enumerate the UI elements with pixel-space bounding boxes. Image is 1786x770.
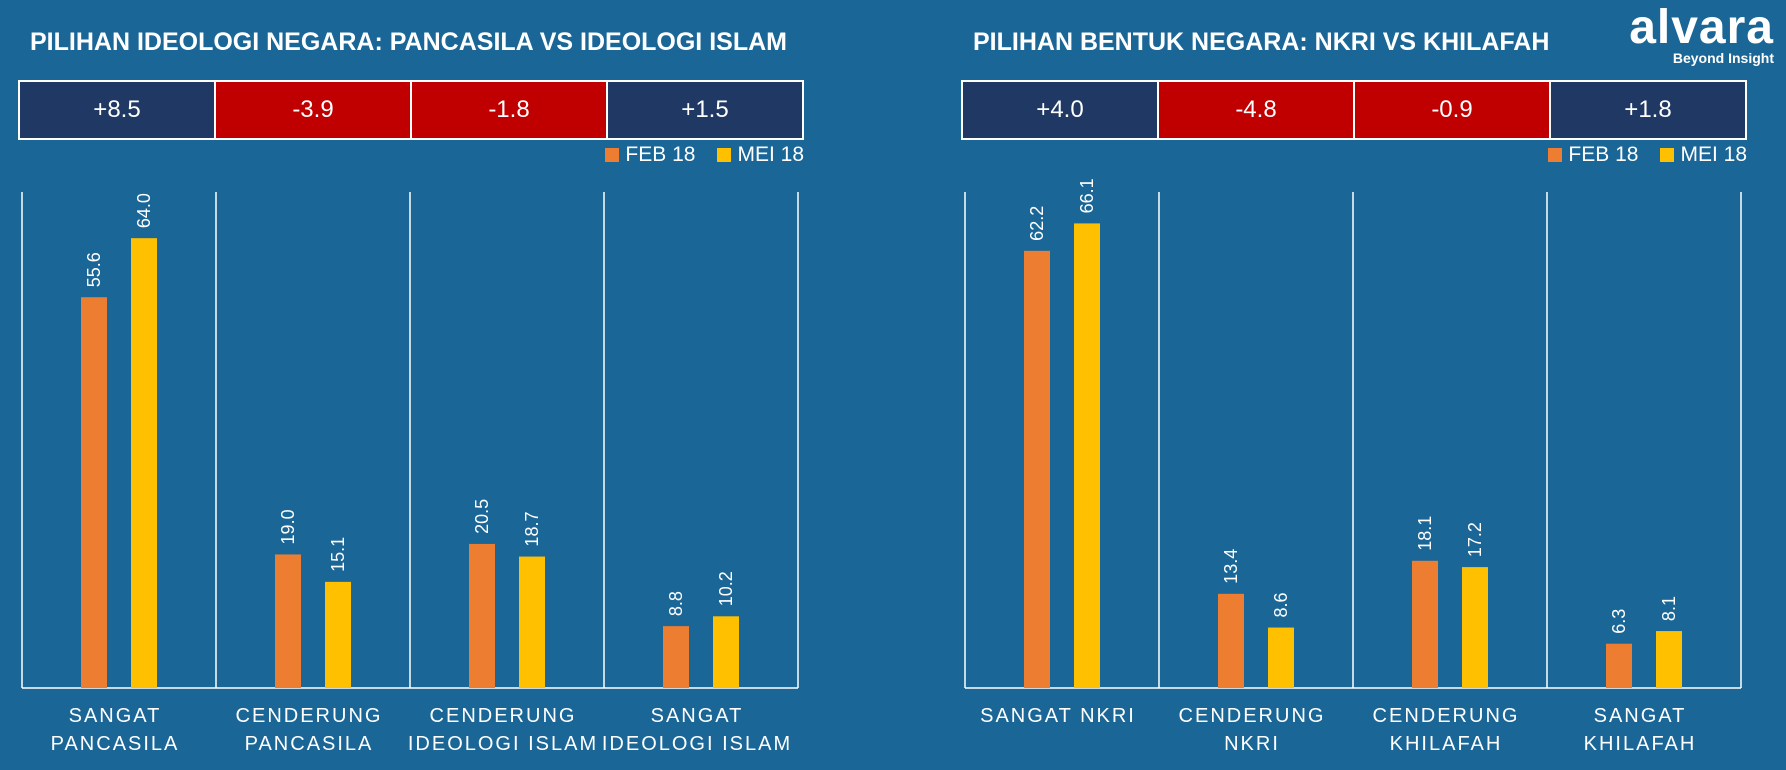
bar-feb [1412, 560, 1438, 688]
category-label-line: IDEOLOGI ISLAM [407, 733, 599, 755]
bar-mei [713, 616, 739, 688]
data-label: 15.1 [328, 537, 348, 572]
data-label: 20.5 [472, 499, 492, 534]
category-label-line: SANGAT NKRI [980, 705, 1136, 727]
difference-cell: -0.9 [1355, 82, 1551, 138]
category-label: SANGAT IDEOLOGI ISLAM [600, 702, 794, 758]
category-label: CENDERUNG KHILAFAH [1349, 702, 1543, 758]
chart-title: PILIHAN BENTUK NEGARA: NKRI VS KHILAFAH [973, 28, 1550, 56]
data-label: 6.3 [1609, 609, 1629, 634]
category-label-line: CENDERUNG [1178, 705, 1326, 727]
legend-swatch-mei [717, 148, 732, 162]
data-label: 8.8 [666, 591, 686, 616]
legend-label-mei: MEI 18 [737, 143, 804, 166]
bar-chart: 55.6 64.0 19.0 15.1 20.5 18.7 8.8 10.2 [21, 192, 799, 689]
data-label: 62.2 [1027, 206, 1047, 241]
data-label: 17.2 [1465, 522, 1485, 557]
legend-swatch-feb [1548, 148, 1563, 162]
bar-feb [1218, 593, 1244, 688]
category-label-line: KHILAFAH [1583, 733, 1697, 755]
chart-panel-ideologi: PILIHAN IDEOLOGI NEGARA: PANCASILA VS ID… [18, 0, 818, 770]
difference-row: +4.0 -4.8 -0.9 +1.8 [961, 80, 1747, 140]
difference-cell: +4.0 [963, 82, 1159, 138]
category-label-line: SANGAT [68, 705, 162, 727]
bar-mei [131, 238, 157, 688]
bar-chart: 62.2 66.1 13.4 8.6 18.1 17.2 6.3 8.1 [964, 178, 1742, 689]
bar-mei [1268, 627, 1294, 688]
category-label-line: CENDERUNG [429, 705, 577, 727]
legend-swatch-mei [1660, 148, 1675, 162]
legend-label-feb: FEB 18 [625, 143, 696, 166]
legend-item-feb: FEB 18 [1548, 143, 1638, 167]
bar-mei [519, 556, 545, 688]
data-label: 66.1 [1077, 178, 1097, 213]
data-label: 19.0 [278, 509, 298, 544]
category-label-line: PANCASILA [244, 733, 374, 755]
difference-cell: +8.5 [20, 82, 216, 138]
bar-mei [325, 581, 351, 688]
difference-cell: -1.8 [412, 82, 608, 138]
bar-mei [1656, 631, 1682, 688]
chart-legend: FEB 18 MEI 18 [1548, 143, 1747, 167]
data-label: 55.6 [84, 252, 104, 287]
logo-wordmark: alvara [1629, 1, 1774, 54]
chart-legend: FEB 18 MEI 18 [605, 143, 804, 167]
category-label: CENDERUNG NKRI [1155, 702, 1349, 758]
category-label-line: SANGAT [1593, 705, 1687, 727]
difference-row: +8.5 -3.9 -1.8 +1.5 [18, 80, 804, 140]
category-label: SANGAT PANCASILA [18, 702, 212, 758]
data-label: 18.7 [522, 512, 542, 547]
bar-mei [1462, 567, 1488, 688]
bar-feb [1024, 250, 1050, 688]
data-label: 8.6 [1271, 593, 1291, 618]
bar-feb [275, 554, 301, 688]
data-label: 8.1 [1659, 596, 1679, 621]
category-label-line: CENDERUNG [1372, 705, 1520, 727]
category-label-line: IDEOLOGI ISLAM [601, 733, 793, 755]
category-label-line: PANCASILA [50, 733, 180, 755]
category-label: CENDERUNG IDEOLOGI ISLAM [406, 702, 600, 758]
data-label: 13.4 [1221, 549, 1241, 584]
bar-feb [663, 626, 689, 688]
difference-cell: +1.5 [608, 82, 802, 138]
legend-label-mei: MEI 18 [1680, 143, 1747, 166]
legend-item-feb: FEB 18 [605, 143, 695, 167]
bar-feb [1606, 643, 1632, 688]
data-label: 10.2 [716, 571, 736, 606]
legend-swatch-feb [605, 148, 620, 162]
logo-tagline: Beyond Insight [1672, 50, 1774, 66]
bar-feb [469, 543, 495, 688]
legend-label-feb: FEB 18 [1568, 143, 1639, 166]
legend-item-mei: MEI 18 [1660, 143, 1747, 167]
bar-feb [81, 297, 107, 688]
category-label-line: CENDERUNG [235, 705, 383, 727]
difference-cell: +1.8 [1551, 82, 1745, 138]
category-label-line: SANGAT [650, 705, 744, 727]
chart-title: PILIHAN IDEOLOGI NEGARA: PANCASILA VS ID… [30, 28, 787, 56]
data-label: 64.0 [134, 193, 154, 228]
alvara-logo: alvara Beyond Insight [1629, 1, 1774, 67]
bar-mei [1074, 223, 1100, 688]
category-label-line: KHILAFAH [1389, 733, 1503, 755]
data-label: 18.1 [1415, 516, 1435, 551]
legend-item-mei: MEI 18 [717, 143, 804, 167]
category-label: SANGAT NKRI [961, 702, 1155, 730]
difference-cell: -3.9 [216, 82, 412, 138]
chart-panel-bentuk-negara: PILIHAN BENTUK NEGARA: NKRI VS KHILAFAH … [961, 0, 1761, 770]
category-label: CENDERUNG PANCASILA [212, 702, 406, 758]
category-label: SANGAT KHILAFAH [1543, 702, 1737, 758]
difference-cell: -4.8 [1159, 82, 1355, 138]
category-label-line: NKRI [1224, 733, 1280, 755]
